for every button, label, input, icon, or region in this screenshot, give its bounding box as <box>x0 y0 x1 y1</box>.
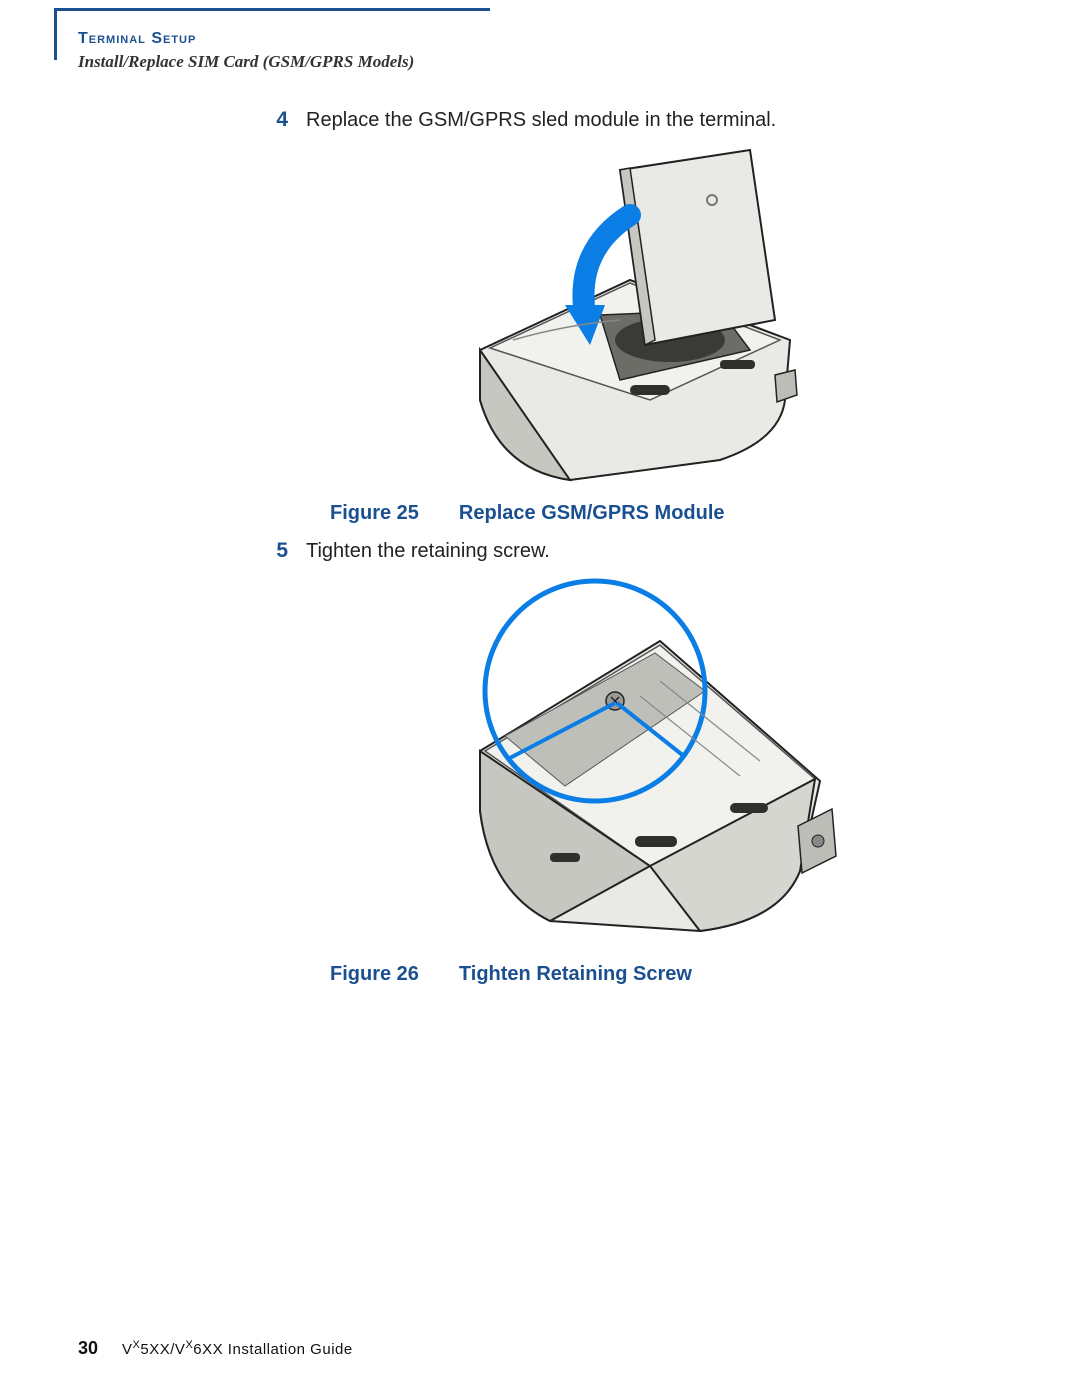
figure-26-caption: Figure 26 Tighten Retaining Screw <box>330 963 990 986</box>
header-subtitle: Install/Replace SIM Card (GSM/GPRS Model… <box>78 52 414 72</box>
footer-doc-title: VX5XX/VX6XX Installation Guide <box>122 1339 353 1358</box>
tighten-screw-diagram <box>400 571 860 951</box>
footer-text-part: /V <box>170 1341 185 1358</box>
page-header: Terminal Setup Install/Replace SIM Card … <box>78 30 414 72</box>
figure-title: Replace GSM/GPRS Module <box>459 502 725 525</box>
footer-text-part: 5 <box>140 1341 149 1358</box>
step-text: Replace the GSM/GPRS sled module in the … <box>306 109 776 132</box>
document-page: Terminal Setup Install/Replace SIM Card … <box>0 0 1080 1397</box>
figure-26-illustration <box>270 571 990 951</box>
step-number: 4 <box>270 108 288 132</box>
step-4: 4 Replace the GSM/GPRS sled module in th… <box>270 108 990 132</box>
figure-25-caption: Figure 25 Replace GSM/GPRS Module <box>330 502 990 525</box>
step-text: Tighten the retaining screw. <box>306 540 550 563</box>
figure-label: Figure 26 <box>330 963 419 986</box>
footer-text-part: 6 <box>193 1341 202 1358</box>
replace-module-diagram <box>420 140 840 490</box>
page-number: 30 <box>78 1338 98 1359</box>
step-5: 5 Tighten the retaining screw. <box>270 539 990 563</box>
step-number: 5 <box>270 539 288 563</box>
footer-text-part: XX <box>149 1341 170 1358</box>
header-section-title: Terminal Setup <box>78 30 414 48</box>
footer-text-part: Installation Guide <box>223 1341 353 1358</box>
footer-text-part: XX <box>202 1341 223 1358</box>
main-content: 4 Replace the GSM/GPRS sled module in th… <box>270 108 990 1000</box>
footer-text-part: V <box>122 1341 133 1358</box>
crop-mark-vertical <box>54 8 57 60</box>
figure-25-illustration <box>270 140 990 490</box>
page-footer: 30 VX5XX/VX6XX Installation Guide <box>78 1338 353 1359</box>
figure-title: Tighten Retaining Screw <box>459 963 692 986</box>
crop-mark-horizontal <box>54 8 490 11</box>
figure-label: Figure 25 <box>330 502 419 525</box>
